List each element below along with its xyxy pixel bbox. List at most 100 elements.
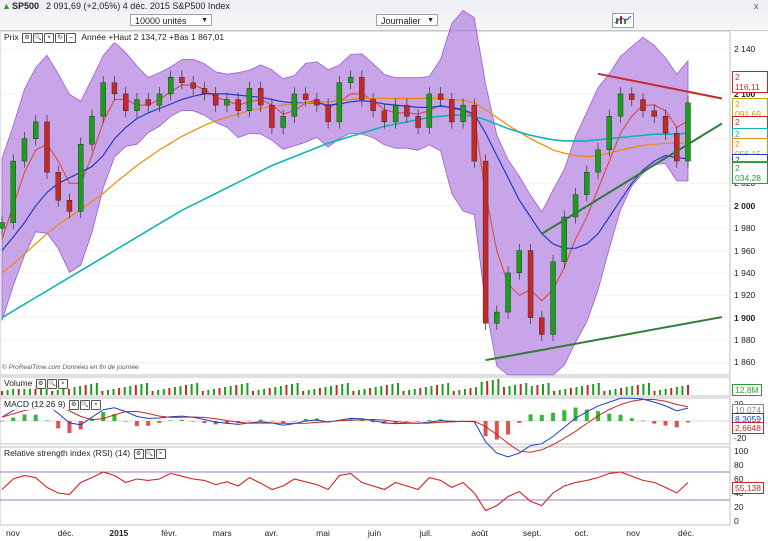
refresh-icon[interactable]: ↻ [55, 32, 66, 43]
x-tick-label: juil. [419, 528, 433, 538]
volume-bar [17, 388, 20, 395]
candle-body [617, 93, 624, 117]
volume-bar [307, 390, 310, 395]
price-panel-label: Prix [4, 32, 19, 42]
volume-bar [207, 390, 210, 395]
volume-bar [664, 389, 667, 395]
candle-body [662, 116, 669, 134]
x-tick-label: mars [212, 528, 232, 538]
candle-body [325, 104, 331, 123]
volume-bar [218, 388, 221, 395]
volume-bar [179, 386, 182, 395]
candle-body [651, 110, 657, 117]
zoom-icon[interactable]: 🔍 [79, 399, 90, 410]
macd-signal-line [1, 399, 689, 453]
candle-body [10, 160, 16, 223]
macd-histogram-bar [404, 421, 409, 422]
volume-bar [536, 385, 539, 395]
candle-body [359, 76, 365, 100]
settings-icon[interactable]: ⚙ [35, 378, 46, 389]
macd-histogram-bar [641, 420, 646, 422]
volume-bar [413, 389, 416, 395]
minimize-icon[interactable]: – [66, 32, 77, 43]
candle-body [291, 93, 298, 117]
volume-bar [6, 390, 9, 395]
volume-bar [575, 387, 578, 395]
trendline-support-short [541, 122, 723, 235]
series-line-sma200 [1, 114, 689, 319]
close-icon[interactable]: × [57, 378, 68, 389]
volume-panel-header: Volume ⚙ 🔍 × [2, 378, 70, 389]
price-panel-header: Prix ⚙ 🔍 × ↻ – Année +Haut 2 134,72 +Bas 1 8… [2, 32, 227, 43]
macd-histogram-bar [449, 420, 454, 422]
volume-bar [168, 388, 171, 395]
macd-histogram-bar [146, 421, 151, 426]
volume-bar [508, 386, 511, 395]
volume-bar [23, 387, 26, 395]
candle-body [201, 88, 208, 95]
volume-bar [118, 388, 121, 395]
candle-body [100, 82, 106, 117]
macd-histogram-bar [191, 421, 196, 422]
volume-bar [380, 386, 383, 395]
volume-bar [419, 388, 422, 395]
up-arrow-icon: ▲ [2, 1, 11, 11]
candle-body [629, 93, 635, 100]
candle-body [381, 110, 388, 123]
x-tick-label: août [471, 528, 488, 538]
volume-bar [28, 386, 31, 395]
macd-histogram-bar [123, 421, 128, 422]
volume-bar [408, 390, 411, 395]
settings-icon[interactable]: ⚙ [22, 32, 33, 43]
macd-histogram-bar [629, 418, 634, 421]
units-select[interactable]: 10000 unités ▼ [130, 14, 212, 26]
volume-bar [190, 384, 193, 395]
settings-icon[interactable]: ⚙ [68, 399, 79, 410]
candle-body [606, 116, 612, 151]
zoom-icon[interactable]: 🔍 [33, 32, 44, 43]
volume-bar [625, 387, 628, 395]
candle-body [561, 216, 567, 262]
volume-bar [129, 386, 132, 395]
chevron-down-icon: ▼ [427, 17, 434, 24]
volume-bar [681, 386, 684, 395]
volume-bar [436, 385, 439, 395]
close-icon[interactable]: × [44, 32, 55, 43]
macd-histogram-bar [202, 421, 207, 424]
watermark: © ProRealTime.com Données en fin de jour… [2, 364, 139, 371]
macd-histogram-bar [686, 421, 690, 423]
candle-body [505, 272, 511, 313]
volume-bar [268, 388, 271, 395]
volume-bar [285, 385, 288, 395]
macd-histogram-bar [371, 421, 376, 423]
period-select[interactable]: Journalier ▼ [376, 14, 438, 26]
volume-bar [564, 389, 567, 395]
candle-body [269, 104, 275, 128]
x-tick-label: 2015 [109, 528, 129, 538]
volume-bar [196, 383, 199, 395]
macd-histogram-bar [652, 421, 657, 424]
close-icon[interactable]: × [155, 448, 166, 459]
settings-icon[interactable]: ⚙ [133, 448, 144, 459]
volume-bar [647, 383, 650, 395]
candle-body [674, 132, 680, 162]
candle-body [111, 82, 118, 95]
price-value-label: 2 034,28 [732, 162, 768, 185]
close-icon[interactable]: × [90, 399, 101, 410]
macd-histogram-bar [224, 421, 229, 424]
period-select-value: Journalier [381, 16, 421, 26]
volume-bar [441, 384, 444, 395]
candle-body [212, 93, 219, 106]
volume-bar [553, 391, 556, 395]
zoom-icon[interactable]: 🔍 [144, 448, 155, 459]
macd-histogram-bar [213, 421, 218, 425]
candle-body [123, 93, 129, 111]
rsi-panel-header: Relative strength index (RSI) (14) ⚙ 🔍 × [2, 448, 168, 459]
chart-type-icon[interactable] [612, 13, 634, 28]
candle-body [78, 144, 84, 212]
series-line-sma20 [1, 84, 689, 302]
macd-histogram-bar [0, 421, 4, 422]
close-icon[interactable]: x [754, 1, 759, 11]
zoom-icon[interactable]: 🔍 [46, 378, 57, 389]
